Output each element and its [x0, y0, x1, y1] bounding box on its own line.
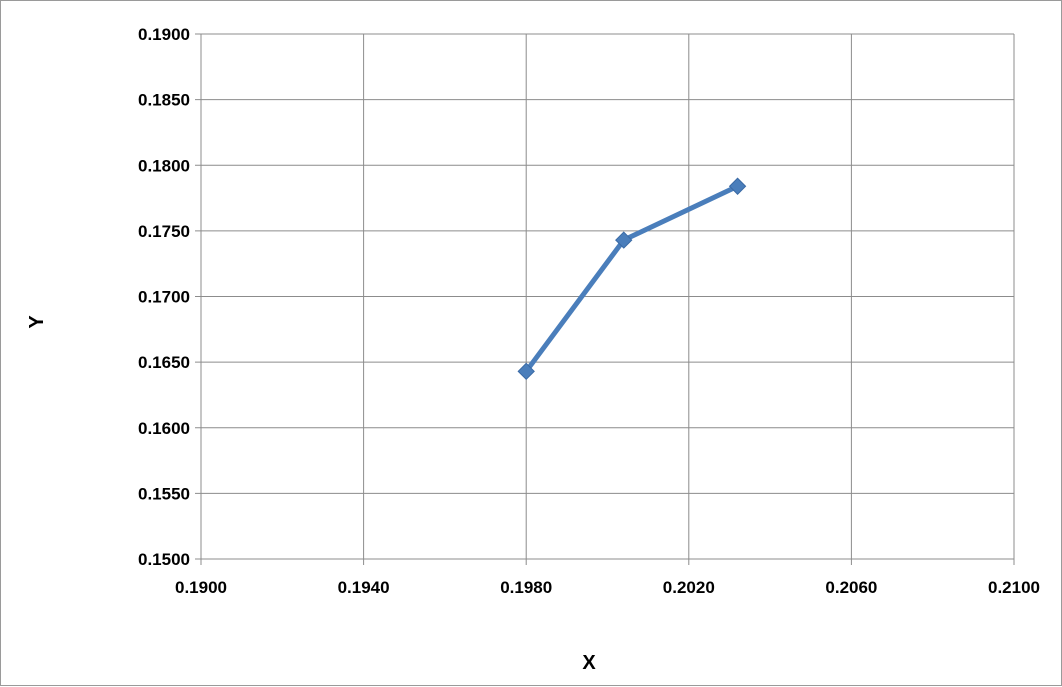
- y-tick-label: 0.1800: [138, 156, 190, 175]
- y-tick-label: 0.1900: [138, 25, 190, 44]
- tick-labels: 0.1500 0.1550 0.1600 0.1650 0.1700 0.1750 0.18…: [138, 25, 1040, 597]
- data-point-marker: [615, 231, 633, 249]
- y-tick-label: 0.1500: [138, 550, 190, 569]
- x-axis-title: X: [582, 652, 596, 674]
- series: [517, 177, 747, 381]
- x-tick-label: 0.1900: [175, 578, 227, 597]
- y-tick-label: 0.1850: [138, 91, 190, 110]
- x-tick-label: 0.1940: [338, 578, 390, 597]
- y-tick-label: 0.1750: [138, 222, 190, 241]
- x-tick-label: 0.2020: [663, 578, 715, 597]
- y-tick-label: 0.1700: [138, 288, 190, 307]
- grid: [200, 33, 1015, 560]
- y-axis-title: Y: [26, 315, 48, 329]
- y-tick-label: 0.1550: [138, 484, 190, 503]
- y-tick-label: 0.1600: [138, 419, 190, 438]
- data-point-marker: [728, 177, 747, 195]
- axes: [195, 33, 1015, 565]
- y-tick-label: 0.1650: [138, 353, 190, 372]
- x-tick-label: 0.2060: [825, 578, 877, 597]
- series-line: [523, 183, 741, 374]
- data-point-marker: [517, 362, 535, 381]
- x-tick-label: 0.2100: [988, 578, 1040, 597]
- x-tick-label: 0.1980: [500, 578, 552, 597]
